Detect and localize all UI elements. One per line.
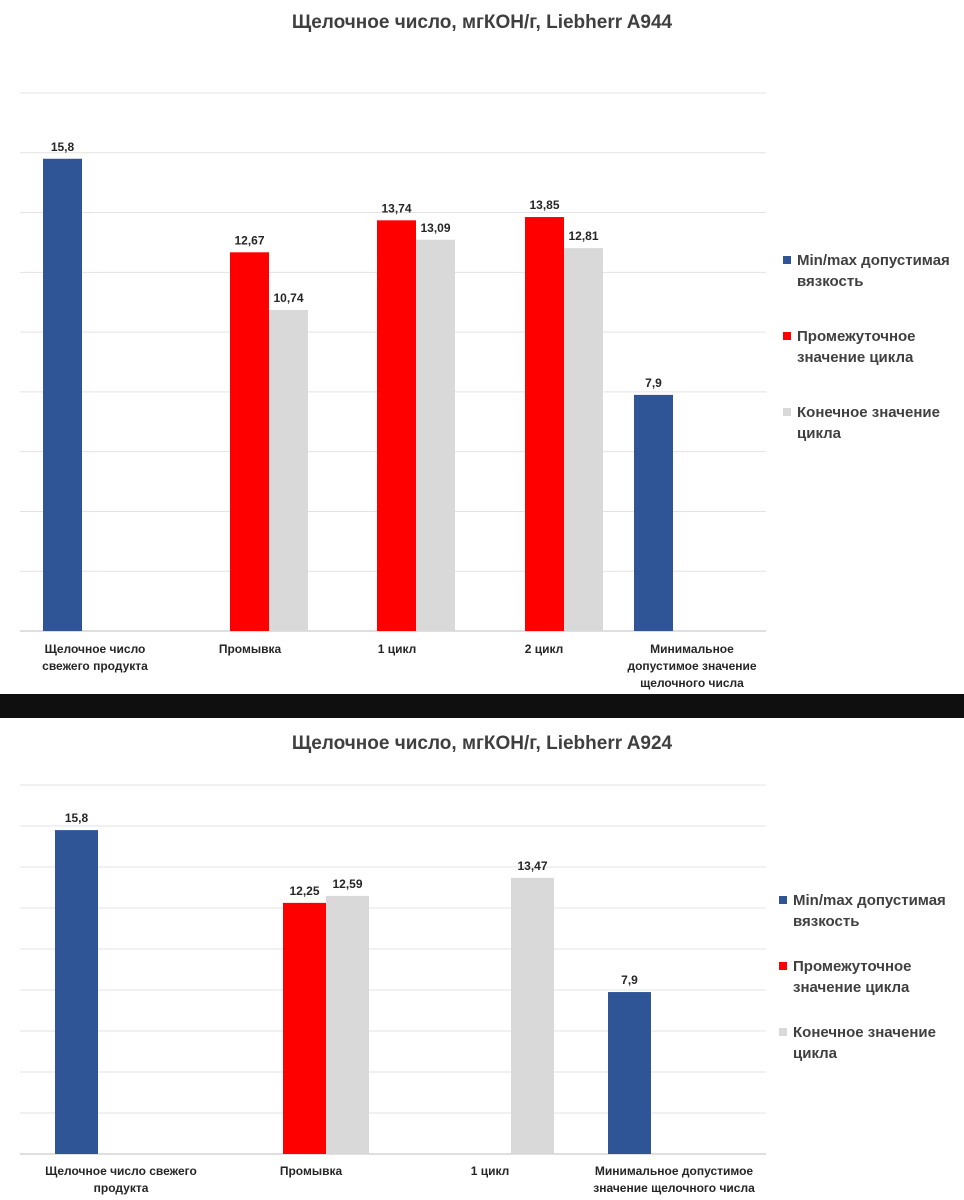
legend: Min/max допустимая вязкость Промежуточно…	[783, 250, 958, 444]
legend-item: Конечное значение цикла	[783, 402, 958, 444]
data-label: 15,8	[51, 140, 75, 154]
legend-swatch-grey	[779, 1028, 787, 1036]
chart-panel-a944: Щелочное число, мгКОН/г, Liebherr A944 1…	[20, 12, 958, 690]
legend-swatch-red	[779, 962, 787, 970]
data-label: 12,25	[289, 884, 319, 898]
legend-swatch-blue	[779, 896, 787, 904]
chart-plot-a944: 15,8 7,9 12,67 13,74 13,85 10,74 13,09 12,81	[20, 92, 766, 632]
category-label: Промывка	[279, 1164, 343, 1178]
bar	[43, 158, 82, 631]
bar	[326, 895, 369, 1154]
panel-separator	[0, 694, 964, 718]
category-label: 1 цикл	[377, 642, 417, 656]
chart-title: Щелочное число, мгКОН/г, Liebherr A924	[291, 733, 673, 754]
bar	[525, 217, 564, 632]
data-label: 7,9	[645, 376, 662, 390]
legend-label: Промежуточное значение цикла	[797, 328, 916, 366]
legend-label: Min/max допустимая вязкость	[797, 252, 950, 290]
data-label: 13,74	[381, 201, 411, 215]
bar	[377, 220, 416, 631]
chart-plot-a924: 15,8 7,9 12,25 12,59 13,47	[20, 784, 766, 1155]
category-label: Минимальное допустимое значение щелочног…	[593, 1164, 755, 1195]
category-label: Минимальное допустимое значение щелочног…	[627, 642, 757, 690]
data-label: 13,09	[420, 221, 450, 235]
legend: Min/max допустимая вязкость Промежуточно…	[779, 890, 959, 1064]
bar	[230, 252, 269, 631]
bar	[608, 992, 651, 1154]
category-label: Промывка	[218, 642, 282, 656]
data-label: 13,85	[529, 198, 559, 212]
chart-title: Щелочное число, мгКОН/г, Liebherr A944	[291, 12, 673, 33]
bar	[283, 902, 326, 1154]
category-label: Щелочное число свежего продукта	[45, 1164, 197, 1195]
legend-item: Промежуточное значение цикла	[779, 956, 959, 998]
data-label: 10,74	[273, 291, 303, 305]
data-label: 12,59	[332, 877, 362, 891]
bar	[55, 830, 98, 1154]
legend-swatch-red	[783, 332, 791, 340]
legend-label: Min/max допустимая вязкость	[793, 892, 946, 930]
legend-item: Min/max допустимая вязкость	[779, 890, 959, 932]
bar	[634, 394, 673, 631]
legend-label: Промежуточное значение цикла	[793, 958, 912, 996]
legend-swatch-blue	[783, 256, 791, 264]
bar	[511, 877, 554, 1154]
category-label: 2 цикл	[524, 642, 564, 656]
data-label: 12,67	[234, 233, 264, 247]
legend-item: Конечное значение цикла	[779, 1022, 959, 1064]
legend-item: Min/max допустимая вязкость	[783, 250, 958, 292]
data-label: 7,9	[621, 973, 638, 987]
legend-item: Промежуточное значение цикла	[783, 326, 958, 368]
legend-label: Конечное значение цикла	[797, 404, 940, 442]
data-label: 15,8	[65, 811, 89, 825]
bar	[416, 239, 455, 631]
legend-swatch-grey	[783, 408, 791, 416]
bar	[564, 248, 603, 631]
chart-panel-a924: Щелочное число, мгКОН/г, Liebherr A924 1…	[0, 718, 964, 1200]
legend-label: Конечное значение цикла	[793, 1024, 936, 1062]
data-label: 13,47	[517, 859, 547, 873]
category-label: Щелочное число свежего продукта	[42, 642, 148, 673]
category-label: 1 цикл	[470, 1164, 510, 1178]
bar	[269, 309, 308, 631]
data-label: 12,81	[568, 229, 598, 243]
